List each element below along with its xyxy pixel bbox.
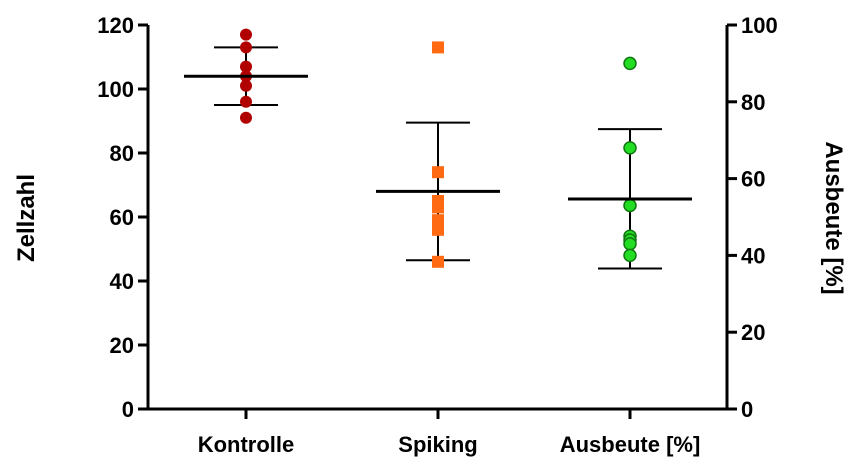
data-point — [623, 248, 637, 263]
right-axis-tick-label: 0 — [741, 397, 753, 422]
x-axis-category-label: Spiking — [398, 432, 477, 457]
left-axis-tick-label: 80 — [110, 141, 134, 166]
data-point — [240, 41, 252, 54]
left-axis-tick-label: 60 — [110, 205, 134, 230]
left-axis-tick-label: 20 — [110, 333, 134, 358]
right-axis-title: Ausbeute [%] — [820, 141, 847, 294]
data-point — [240, 95, 252, 108]
right-axis-tick-label: 40 — [741, 243, 765, 268]
right-axis-tick-label: 20 — [741, 320, 765, 345]
x-axis-category-label: Kontrolle — [198, 432, 295, 457]
left-axis-tick-label: 120 — [97, 13, 134, 38]
data-point — [623, 198, 637, 213]
data-point — [623, 141, 637, 155]
data-point — [623, 56, 637, 71]
data-point — [432, 223, 444, 236]
data-point — [432, 166, 444, 179]
data-point — [240, 111, 252, 124]
data-point — [432, 201, 444, 214]
axes: 0 20 40 60 80 100 120 0 20 40 60 80 100 Kontrolle Spik… — [97, 13, 777, 457]
left-axis-tick-label: 40 — [110, 269, 134, 294]
marks — [184, 28, 692, 270]
right-axis-tick-label: 100 — [741, 13, 778, 38]
series-kontrolle — [184, 28, 308, 124]
left-axis-tick-label: 0 — [122, 397, 134, 422]
data-point — [623, 237, 637, 251]
left-axis-title: Zellzahl — [13, 174, 40, 262]
series-spiking — [376, 41, 500, 268]
data-point — [432, 41, 444, 54]
data-point — [240, 79, 252, 92]
series-ausbeute — [568, 56, 692, 270]
right-axis-tick-label: 80 — [741, 90, 765, 115]
right-axis-tick-label: 60 — [741, 167, 765, 192]
data-point — [432, 214, 444, 227]
data-point — [432, 255, 444, 268]
data-point — [240, 60, 252, 73]
left-axis-tick-label: 100 — [97, 77, 134, 102]
x-axis-category-label: Ausbeute [%] — [560, 432, 701, 457]
data-point — [240, 28, 252, 41]
